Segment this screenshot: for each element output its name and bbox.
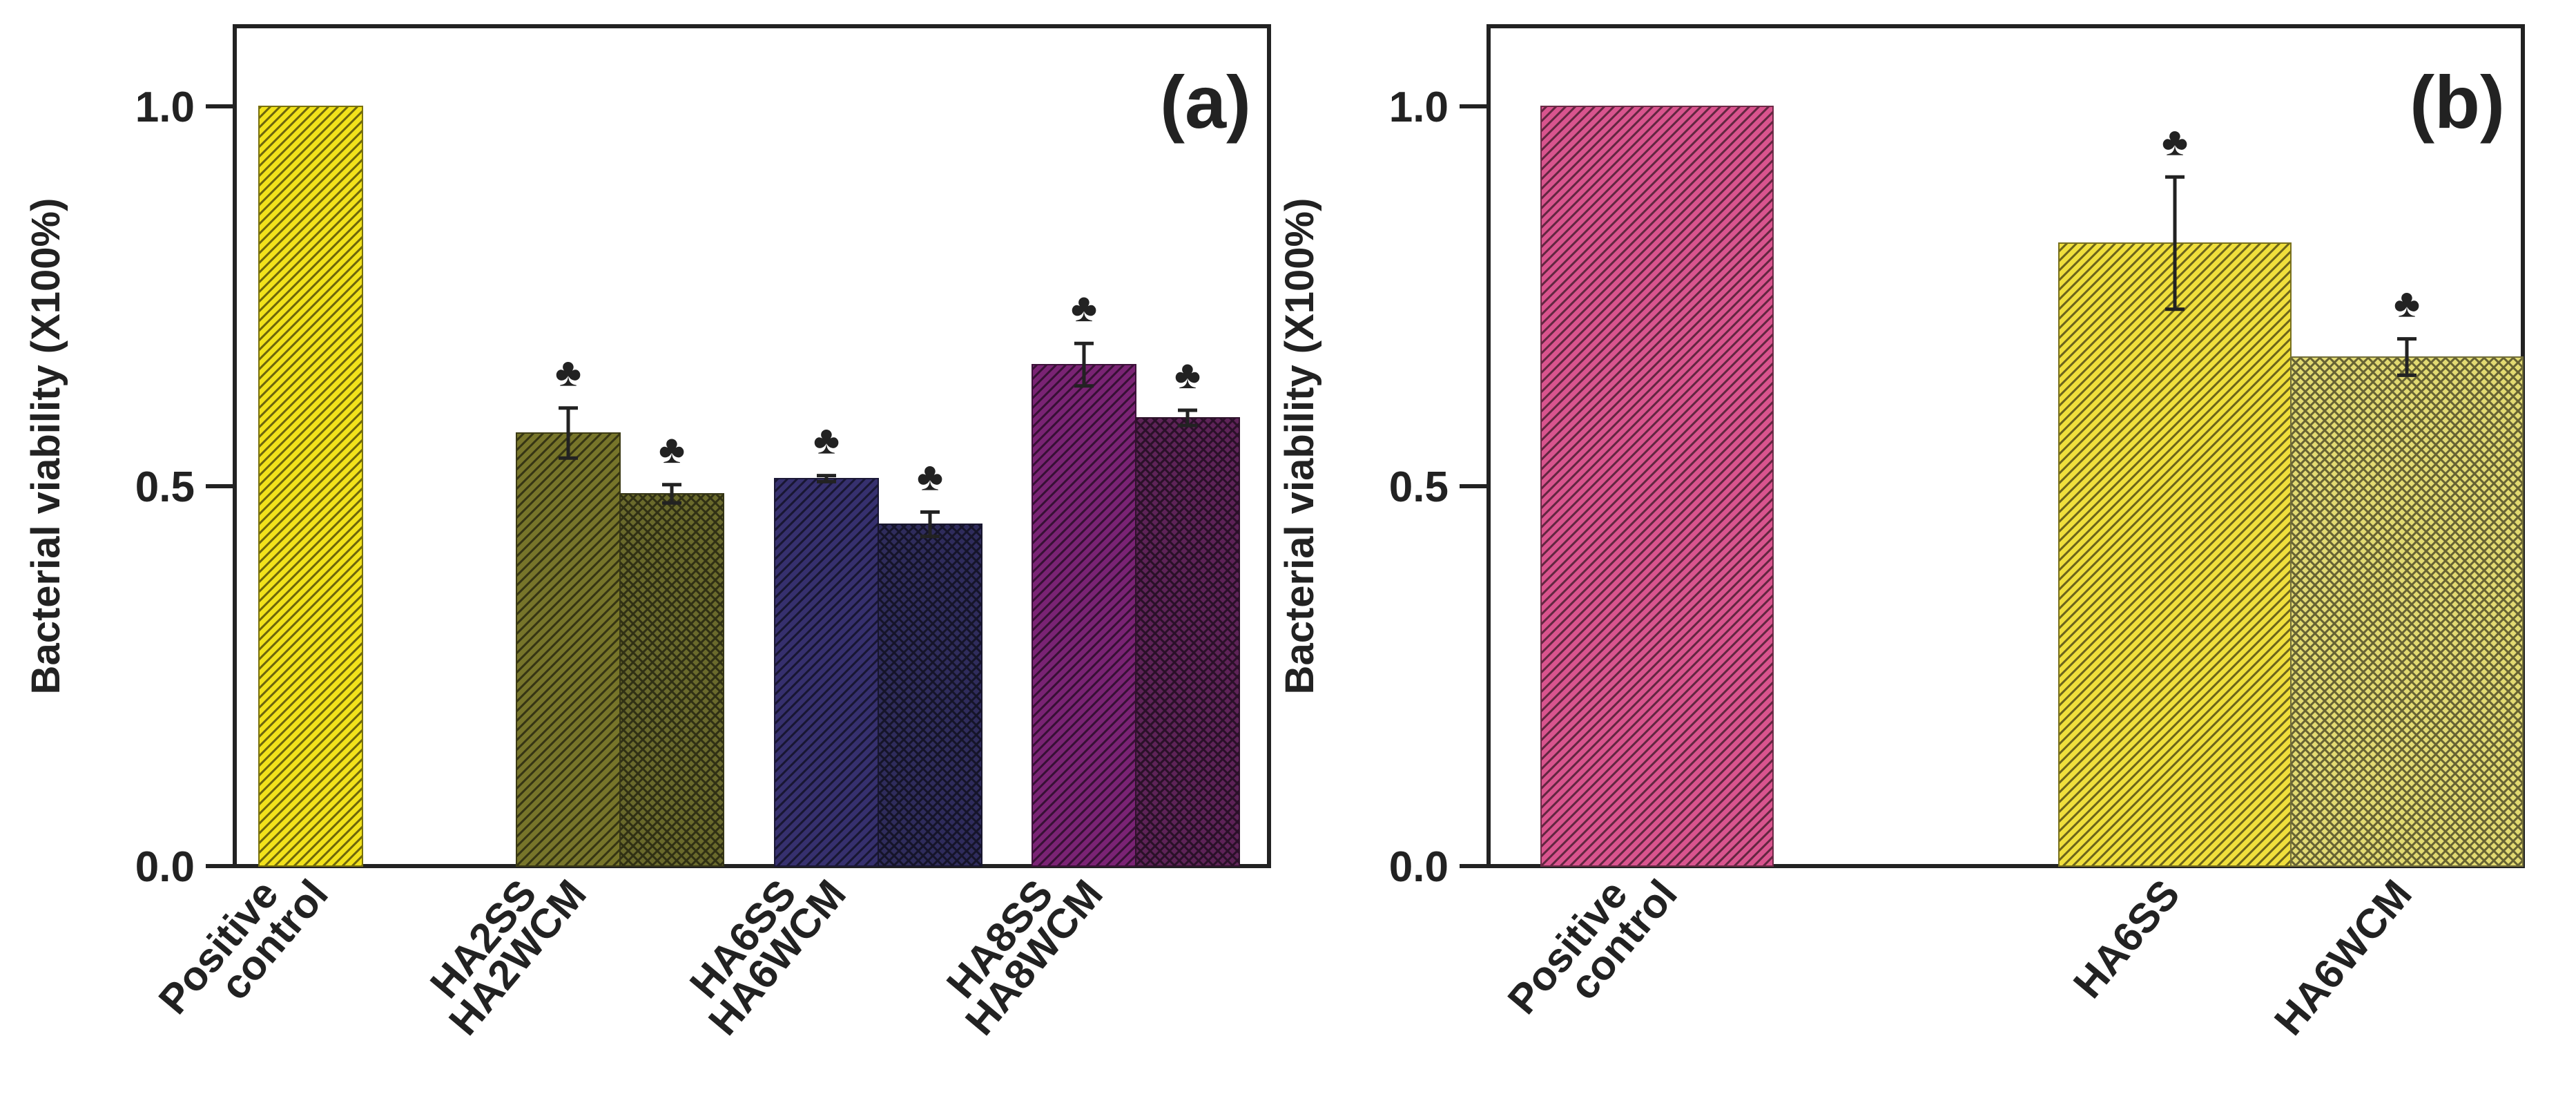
significance-marker: ♣ bbox=[659, 427, 685, 472]
bars-a bbox=[258, 106, 1240, 867]
significance-marker: ♣ bbox=[2162, 119, 2188, 164]
significance-markers-a: ♣ ♣ ♣ ♣ ♣ ♣ bbox=[555, 285, 1201, 499]
bars-b bbox=[1540, 106, 2524, 867]
significance-markers-b: ♣♣ bbox=[2162, 119, 2420, 325]
bar-ha2wcm bbox=[619, 493, 724, 867]
y-tick-label: 0.0 bbox=[1389, 843, 1449, 891]
y-tick-label: 1.0 bbox=[1389, 84, 1449, 131]
plot-frame-a bbox=[233, 24, 1271, 868]
bar-ha2ss bbox=[516, 432, 621, 867]
bar-ha6ss bbox=[2058, 242, 2292, 867]
significance-marker: ♣ bbox=[917, 454, 943, 499]
significance-marker: ♣ bbox=[555, 350, 581, 395]
significance-marker: ♣ bbox=[1071, 285, 1097, 330]
panel-label-a: (a) bbox=[1160, 60, 1251, 144]
y-tick-label: 1.0 bbox=[135, 84, 195, 131]
y-tick-label: 0.0 bbox=[135, 843, 195, 891]
error-bar-ha8ss bbox=[1074, 341, 1094, 388]
significance-marker: ♣ bbox=[1174, 352, 1201, 397]
y-axis-title-b: Bacterial viability (X100%) bbox=[1277, 198, 1322, 695]
bar-ha6ss bbox=[774, 478, 879, 867]
error-bars-a bbox=[559, 341, 1197, 539]
bar-ha8ss bbox=[1032, 364, 1136, 867]
error-bar-ha2ss bbox=[559, 406, 578, 460]
error-bar-ha6wcm bbox=[920, 510, 940, 539]
bar-positive-control bbox=[258, 106, 363, 867]
y-tick-label: 0.5 bbox=[135, 463, 195, 511]
significance-marker: ♣ bbox=[813, 418, 840, 463]
y-axis-title-a: Bacterial viability (X100%) bbox=[23, 198, 68, 695]
bar-ha6wcm bbox=[2290, 356, 2524, 867]
error-bar-ha8wcm bbox=[1178, 408, 1197, 428]
error-bar-ha6ss bbox=[817, 474, 836, 483]
error-bar-ha2wcm bbox=[662, 483, 681, 505]
bar-positive-control bbox=[1540, 106, 1774, 867]
x-tick-label: HA6SS bbox=[2064, 871, 2189, 1006]
y-axis-a: 0.0 0.5 1.0 bbox=[135, 84, 235, 891]
bar-ha6wcm bbox=[878, 524, 982, 867]
significance-marker: ♣ bbox=[2394, 281, 2420, 326]
error-bars-b bbox=[2165, 175, 2417, 377]
error-bar-ha6ss bbox=[2165, 175, 2185, 311]
x-tick-label: HA6WCM bbox=[2265, 871, 2421, 1044]
bar-ha8wcm bbox=[1135, 417, 1240, 867]
y-axis-b: 0.0 0.5 1.0 bbox=[1389, 84, 1489, 891]
error-bar-ha6wcm bbox=[2397, 337, 2417, 377]
y-tick-label: 0.5 bbox=[1389, 463, 1449, 511]
panel-label-b: (b) bbox=[2410, 60, 2505, 144]
